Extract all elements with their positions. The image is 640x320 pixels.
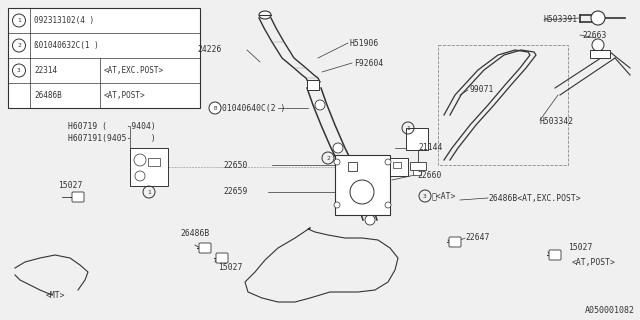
Circle shape — [365, 215, 375, 225]
Text: A050001082: A050001082 — [585, 306, 635, 315]
Circle shape — [333, 143, 343, 153]
Bar — [390, 158, 408, 176]
FancyBboxPatch shape — [449, 237, 461, 247]
Text: 15027: 15027 — [218, 263, 242, 273]
Text: 22660: 22660 — [417, 171, 442, 180]
Text: H503391: H503391 — [544, 15, 578, 25]
Text: 01040640C(2 ): 01040640C(2 ) — [222, 103, 285, 113]
Text: <AT,POST>: <AT,POST> — [572, 259, 616, 268]
Bar — [410, 162, 426, 170]
Text: F92604: F92604 — [354, 59, 383, 68]
Text: 1: 1 — [147, 189, 151, 195]
Bar — [406, 128, 428, 150]
Text: 99071: 99071 — [470, 85, 494, 94]
Text: 21144: 21144 — [418, 143, 442, 153]
FancyBboxPatch shape — [72, 192, 84, 202]
Bar — [148, 158, 160, 166]
Ellipse shape — [259, 11, 271, 19]
Text: ß01040632C(1 ): ß01040632C(1 ) — [34, 41, 99, 50]
Text: H51906: H51906 — [350, 38, 380, 47]
Circle shape — [209, 102, 221, 114]
Text: 3: 3 — [423, 194, 427, 198]
Bar — [438, 45, 568, 165]
Text: 22647: 22647 — [465, 234, 490, 243]
Bar — [307, 80, 319, 90]
Text: 24226: 24226 — [198, 45, 222, 54]
FancyBboxPatch shape — [549, 250, 561, 260]
Circle shape — [385, 202, 391, 208]
Text: 1: 1 — [406, 125, 410, 131]
Text: 092313102(4 ): 092313102(4 ) — [34, 16, 94, 25]
Text: 22663: 22663 — [582, 30, 606, 39]
Circle shape — [134, 154, 146, 166]
Circle shape — [334, 159, 340, 165]
Text: 15027: 15027 — [568, 244, 593, 252]
Text: ③<AT>: ③<AT> — [432, 191, 456, 201]
Circle shape — [591, 11, 605, 25]
Text: H60719 (    -9404): H60719 ( -9404) — [68, 122, 156, 131]
FancyBboxPatch shape — [199, 243, 211, 253]
Text: 26486B: 26486B — [180, 229, 210, 238]
Text: 3: 3 — [17, 68, 21, 73]
Text: B: B — [213, 106, 216, 110]
Circle shape — [353, 185, 363, 195]
Circle shape — [135, 171, 145, 181]
Text: <AT,POST>: <AT,POST> — [104, 91, 146, 100]
Text: <AT,EXC.POST>: <AT,EXC.POST> — [104, 66, 164, 75]
Text: H503342: H503342 — [540, 117, 574, 126]
Text: 26486B: 26486B — [34, 91, 61, 100]
Text: 1: 1 — [17, 18, 21, 23]
Bar — [348, 162, 357, 171]
Circle shape — [334, 202, 340, 208]
Bar — [8, 8, 200, 108]
Text: 22314: 22314 — [34, 66, 57, 75]
Text: H607191(9405-    ): H607191(9405- ) — [68, 133, 156, 142]
Circle shape — [592, 39, 604, 51]
Circle shape — [350, 180, 374, 204]
Text: 26486B<AT,EXC.POST>: 26486B<AT,EXC.POST> — [488, 194, 580, 203]
Text: 15027: 15027 — [58, 180, 82, 189]
Text: 22659: 22659 — [223, 188, 248, 196]
Text: 2: 2 — [17, 43, 21, 48]
Bar — [393, 162, 401, 168]
Circle shape — [315, 100, 325, 110]
Text: <MT>: <MT> — [45, 291, 65, 300]
Text: 22650: 22650 — [223, 161, 248, 170]
Bar — [335, 155, 390, 215]
Bar — [130, 148, 168, 186]
Text: 2: 2 — [326, 156, 330, 161]
Circle shape — [385, 159, 391, 165]
FancyBboxPatch shape — [216, 253, 228, 263]
Bar — [413, 170, 421, 175]
Bar — [590, 50, 610, 58]
